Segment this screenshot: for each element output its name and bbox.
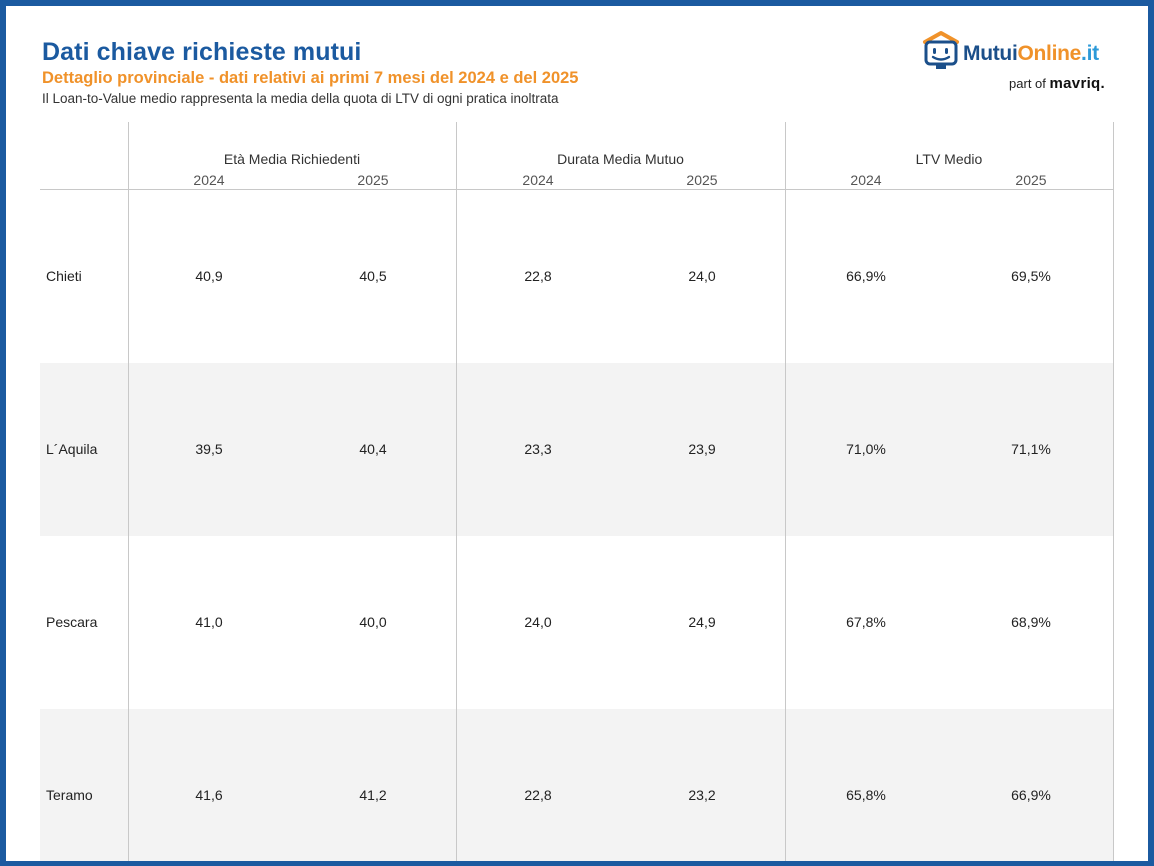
table-cell: 24,0 — [688, 268, 716, 284]
table-cell: 23,9 — [688, 441, 716, 457]
table-cell: 40,0 — [359, 614, 387, 630]
page-title: Dati chiave richieste mutui — [42, 38, 362, 66]
table-cell: 23,3 — [524, 441, 552, 457]
table-cell: 71,0% — [846, 441, 886, 457]
group-header-durata: Durata Media Mutuo — [557, 151, 684, 167]
table-cell: 22,8 — [524, 787, 552, 803]
table-cell: 40,5 — [359, 268, 387, 284]
table-cell: 23,2 — [688, 787, 716, 803]
column-divider — [456, 122, 457, 861]
year-header: 2025 — [357, 172, 389, 188]
column-divider — [1113, 122, 1114, 861]
table-cell: 40,4 — [359, 441, 387, 457]
monitor-face-icon — [923, 31, 959, 69]
year-header: 2025 — [686, 172, 718, 188]
table-row: Chieti 40,9 40,5 22,8 24,0 66,9% 69,5% — [40, 190, 1114, 363]
table-row: L´Aquila 39,5 40,4 23,3 23,9 71,0% 71,1% — [40, 363, 1114, 536]
table-cell: 39,5 — [195, 441, 223, 457]
group-header-ltv: LTV Medio — [915, 151, 983, 167]
logo-tagline: part of mavriq. — [1009, 75, 1105, 92]
province-name: Pescara — [46, 614, 98, 630]
table-cell: 66,9% — [1011, 787, 1051, 803]
mutuionline-logo: MutuiOnline.it part of mavriq. — [921, 28, 1111, 100]
table-cell: 41,2 — [359, 787, 387, 803]
table-cell: 24,0 — [524, 614, 552, 630]
table-cell: 41,6 — [195, 787, 223, 803]
ltv-note: Il Loan-to-Value medio rappresenta la me… — [42, 91, 559, 106]
table-cell: 66,9% — [846, 268, 886, 284]
year-header: 2024 — [193, 172, 225, 188]
header-divider — [40, 189, 1114, 190]
year-header: 2024 — [850, 172, 882, 188]
table-cell: 22,8 — [524, 268, 552, 284]
year-header: 2024 — [522, 172, 554, 188]
table-row: Teramo 41,6 41,2 22,8 23,2 65,8% 66,9% — [40, 709, 1114, 861]
province-name: Chieti — [46, 268, 82, 284]
province-name: Teramo — [46, 787, 93, 803]
table-cell: 65,8% — [846, 787, 886, 803]
column-divider — [785, 122, 786, 861]
page-subtitle: Dettaglio provinciale - dati relativi ai… — [42, 69, 579, 87]
group-header-eta: Età Media Richiedenti — [223, 151, 361, 167]
column-divider — [128, 122, 129, 861]
table-cell: 41,0 — [195, 614, 223, 630]
table-cell: 40,9 — [195, 268, 223, 284]
table-cell: 67,8% — [846, 614, 886, 630]
table-cell: 24,9 — [688, 614, 716, 630]
year-header: 2025 — [1015, 172, 1047, 188]
province-name: L´Aquila — [46, 441, 98, 457]
table-cell: 68,9% — [1011, 614, 1051, 630]
table-cell: 69,5% — [1011, 268, 1051, 284]
table-cell: 71,1% — [1011, 441, 1051, 457]
logo-wordmark: MutuiOnline.it — [963, 42, 1099, 65]
table-row: Pescara 41,0 40,0 24,0 24,9 67,8% 68,9% — [40, 536, 1114, 709]
